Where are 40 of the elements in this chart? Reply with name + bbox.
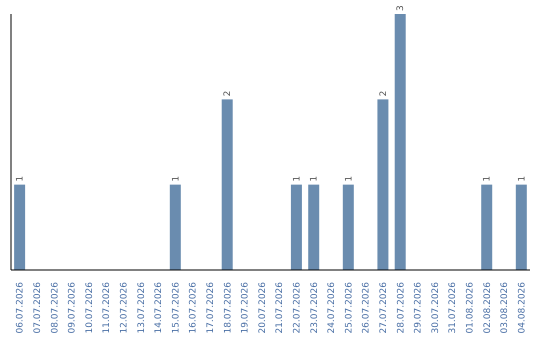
- x-tick-label: 04.08.2026: [517, 282, 528, 334]
- data-label: 2: [223, 90, 234, 96]
- x-tick-label: 29.07.2026: [414, 282, 424, 334]
- x-tick-label: 16.07.2026: [188, 282, 199, 334]
- data-label: 3: [396, 5, 406, 11]
- x-tick-label: 02.08.2026: [482, 282, 493, 334]
- x-tick-label: 12.07.2026: [119, 282, 130, 334]
- x-tick-label: 10.07.2026: [84, 282, 95, 334]
- data-label: 2: [378, 90, 389, 96]
- x-tick-label: 18.07.2026: [223, 282, 234, 334]
- x-tick-label: 08.07.2026: [50, 282, 60, 334]
- x-tick-label: 28.07.2026: [396, 282, 406, 334]
- data-label: 1: [292, 176, 302, 182]
- data-label: 1: [344, 176, 354, 182]
- data-label: 1: [482, 176, 493, 182]
- x-tick-label: 20.07.2026: [258, 282, 268, 334]
- x-tick-label: 11.07.2026: [102, 282, 112, 334]
- x-tick-label: 15.07.2026: [171, 282, 182, 334]
- x-tick-label: 24.07.2026: [327, 282, 338, 334]
- x-tick-label: 26.07.2026: [362, 282, 372, 334]
- x-tick-label: 25.07.2026: [344, 282, 354, 334]
- x-tick-label: 01.08.2026: [465, 282, 476, 334]
- data-label: 1: [16, 176, 26, 182]
- data-label: 1: [310, 176, 320, 182]
- x-tick-label: 19.07.2026: [240, 282, 251, 334]
- x-tick-label: 22.07.2026: [292, 282, 302, 334]
- x-tick-label: 27.07.2026: [378, 282, 389, 334]
- x-tick-label: 23.07.2026: [310, 282, 320, 334]
- x-tick-label: 21.07.2026: [275, 282, 286, 334]
- x-tick-label: 09.07.2026: [68, 282, 78, 334]
- x-tick-label: 17.07.2026: [206, 282, 216, 334]
- x-tick-label: 07.07.2026: [32, 282, 43, 334]
- data-label: 1: [171, 176, 182, 182]
- data-label: 1: [517, 176, 528, 182]
- x-tick-label: 31.07.2026: [448, 282, 458, 334]
- x-tick-label: 13.07.2026: [136, 282, 147, 334]
- x-tick-label: 03.08.2026: [500, 282, 510, 334]
- x-tick-label: 06.07.2026: [16, 282, 26, 334]
- x-tick-label: 14.07.2026: [154, 282, 164, 334]
- x-tick-label: 30.07.2026: [430, 282, 441, 334]
